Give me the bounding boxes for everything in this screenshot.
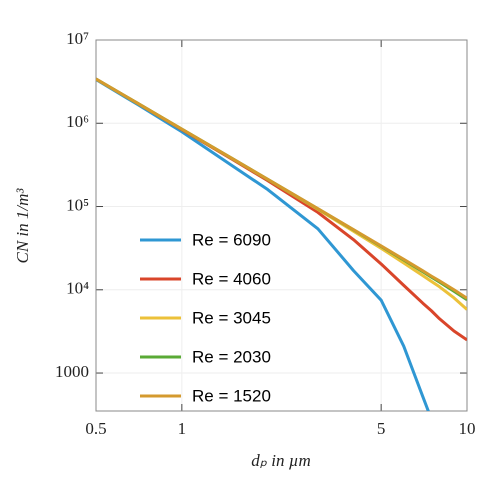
x-tick-label: 0.5 <box>85 419 106 438</box>
legend-label: Re = 3045 <box>192 308 271 327</box>
series-line <box>96 77 467 300</box>
plot-frame <box>95 39 468 412</box>
y-tick-label: 10⁴ <box>66 279 89 298</box>
legend-label: Re = 1520 <box>192 386 271 405</box>
x-tick-label: 5 <box>377 419 386 438</box>
y-tick-label: 1000 <box>55 362 89 381</box>
plot-area <box>96 77 467 411</box>
legend-label: Re = 6090 <box>192 230 271 249</box>
x-axis-label: dₚ in µm <box>251 451 311 470</box>
legend-label: Re = 4060 <box>192 269 271 288</box>
y-tick-label: 10⁵ <box>66 195 89 214</box>
x-tick-label: 10 <box>459 419 476 438</box>
x-tick-label: 1 <box>178 419 187 438</box>
legend-label: Re = 2030 <box>192 347 271 366</box>
y-axis-label: CN in 1/m³ <box>13 188 32 264</box>
y-tick-label: 10⁶ <box>66 112 89 131</box>
series-line <box>96 78 430 411</box>
y-tick-label: 10⁷ <box>66 29 89 48</box>
